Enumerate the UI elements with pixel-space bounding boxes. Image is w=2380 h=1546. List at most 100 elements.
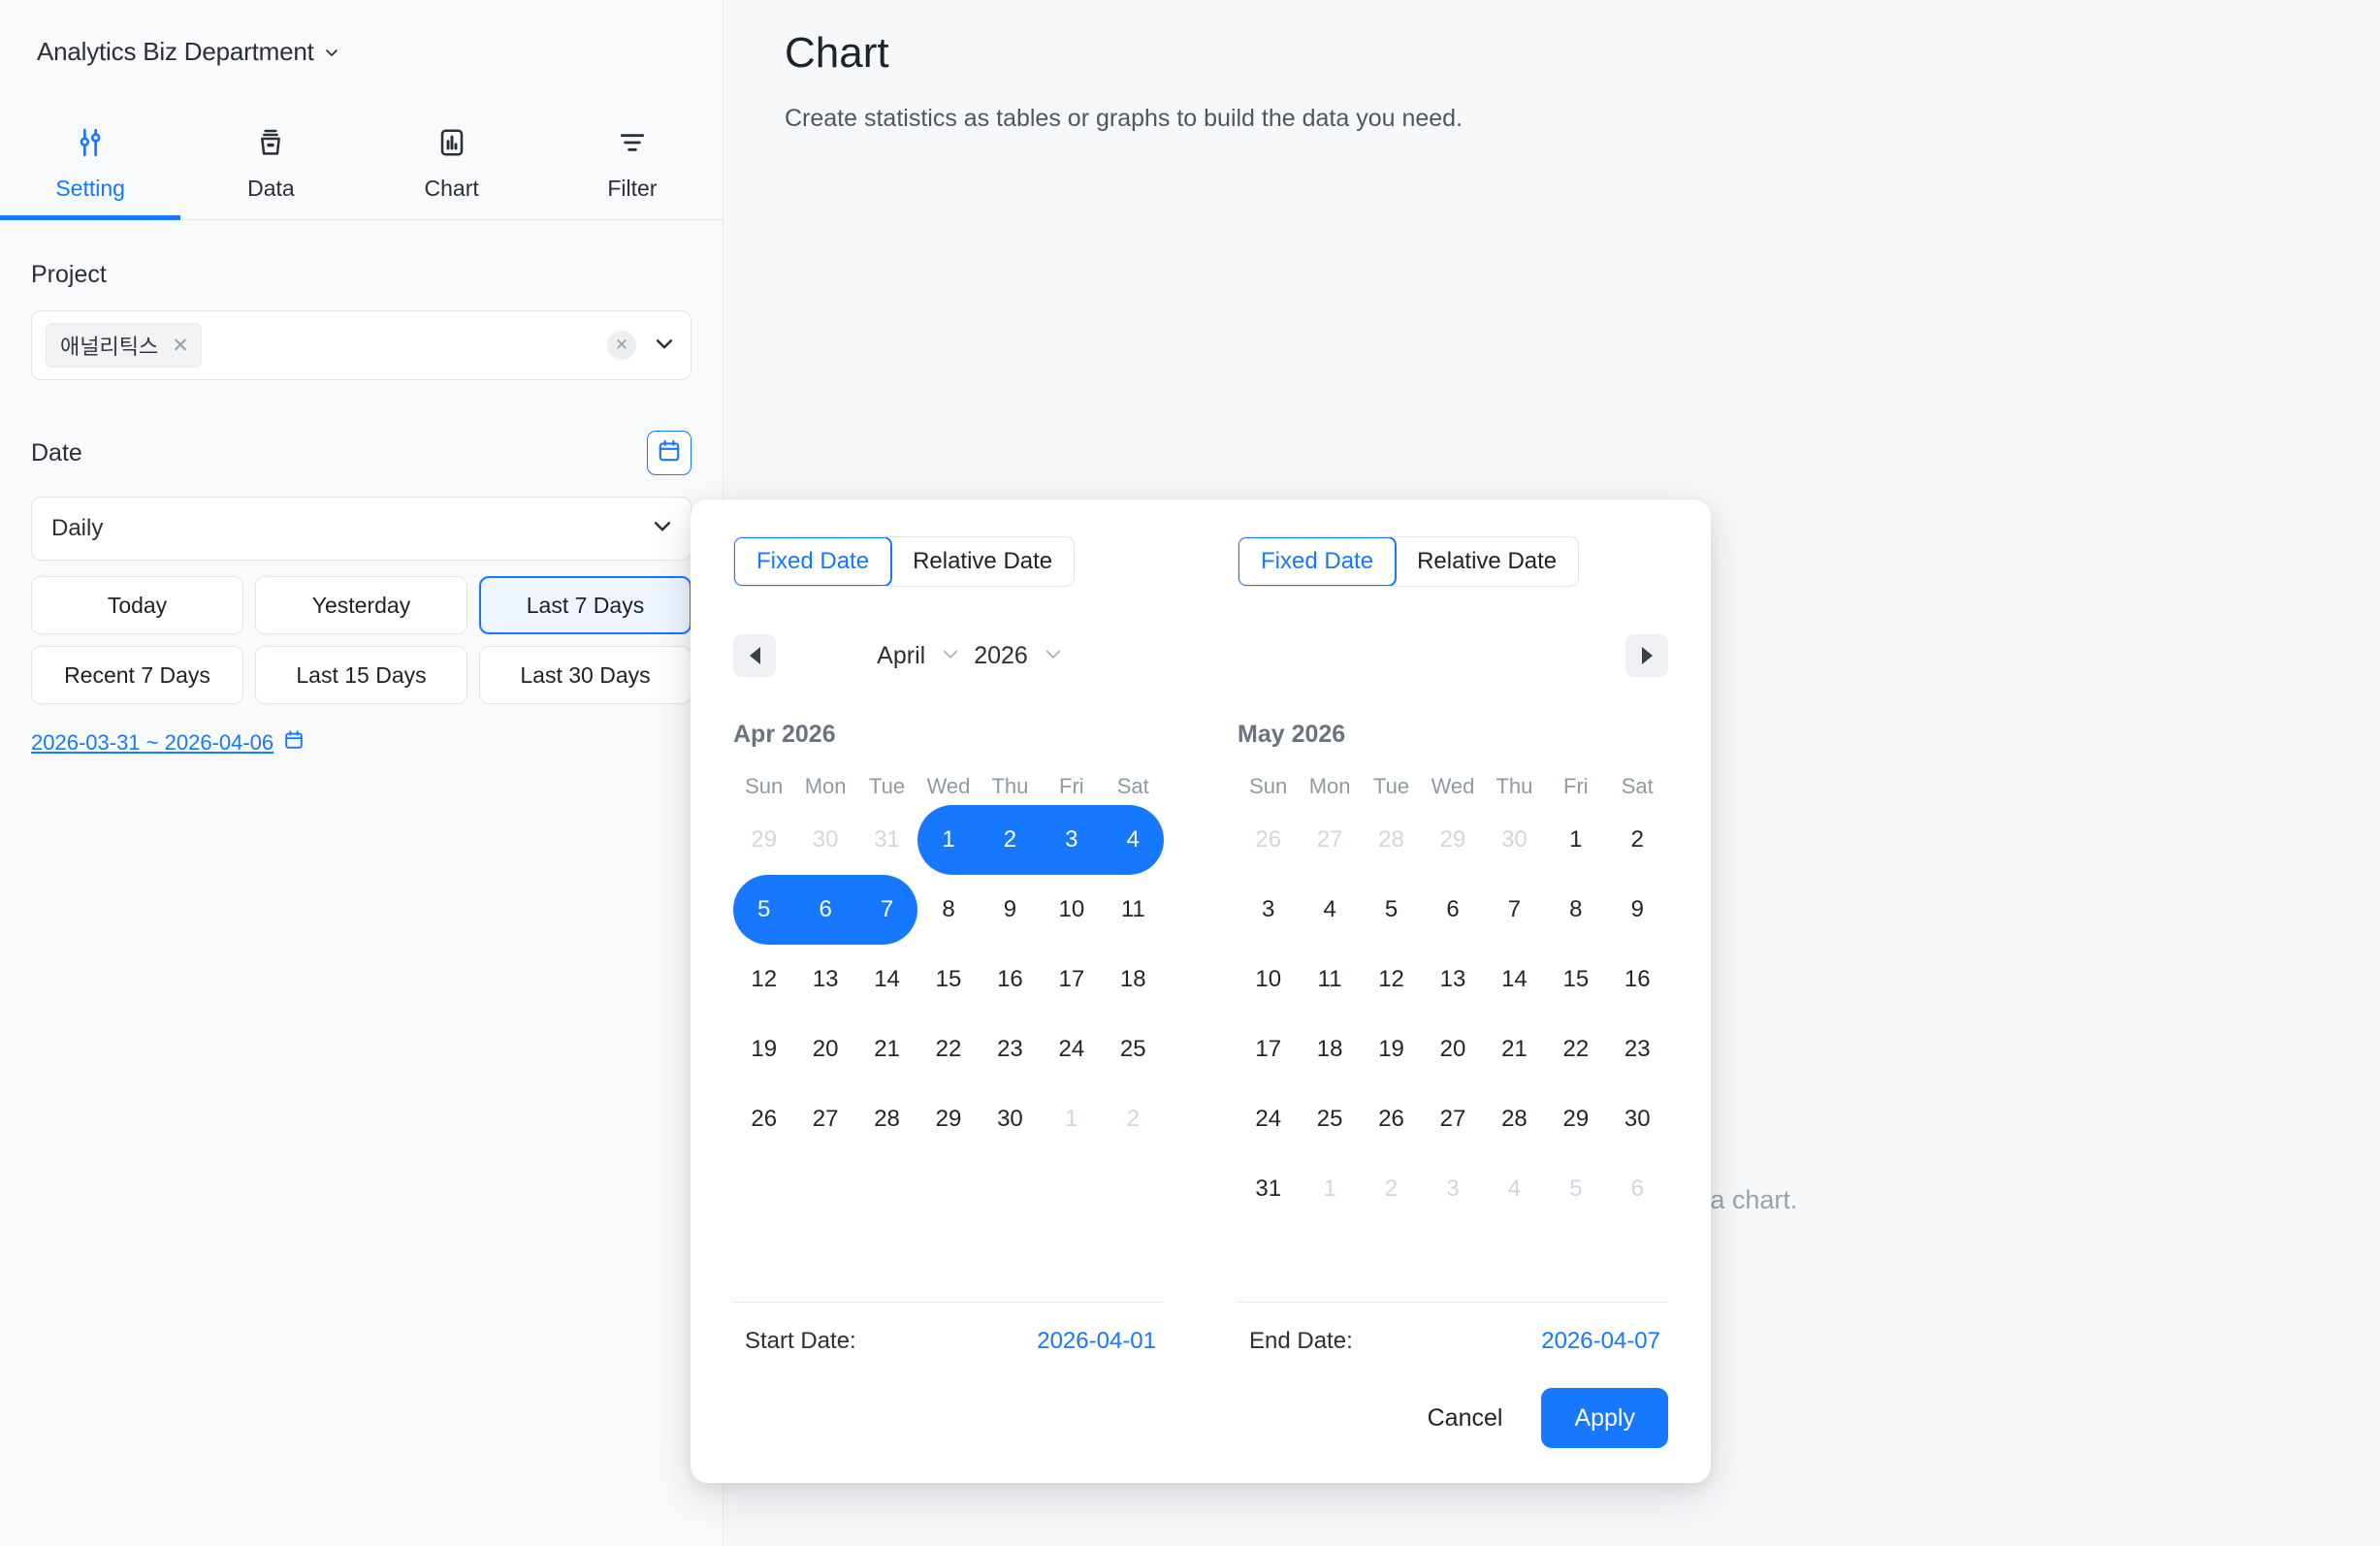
calendar-day[interactable]: 3 — [1446, 1176, 1460, 1202]
calendar-day[interactable]: 26 — [1255, 826, 1282, 853]
calendar-day[interactable]: 6 — [1630, 1176, 1644, 1202]
calendar-day[interactable]: 18 — [1316, 1036, 1343, 1062]
calendar-day[interactable]: 11 — [1120, 896, 1145, 922]
cancel-button[interactable]: Cancel — [1402, 1388, 1528, 1448]
calendar-day[interactable]: 13 — [1439, 966, 1466, 992]
next-month-button[interactable] — [1625, 634, 1668, 677]
calendar-day[interactable]: 1 — [1065, 1106, 1078, 1132]
quick-range-last-7-days[interactable]: Last 7 Days — [479, 576, 691, 634]
calendar-day[interactable]: 7 — [1507, 896, 1522, 922]
calendar-day[interactable]: 31 — [874, 826, 900, 853]
calendar-day[interactable]: 12 — [751, 966, 778, 992]
calendar-day[interactable]: 23 — [1624, 1036, 1651, 1062]
calendar-day[interactable]: 28 — [874, 1106, 900, 1132]
calendar-day[interactable]: 30 — [997, 1106, 1023, 1132]
quick-range-last-15-days[interactable]: Last 15 Days — [255, 646, 467, 704]
org-switcher[interactable]: Analytics Biz Department — [0, 0, 723, 67]
calendar-day[interactable]: 2 — [1384, 1176, 1399, 1202]
calendar-day[interactable]: 8 — [1569, 896, 1583, 922]
calendar-day[interactable]: 10 — [1255, 966, 1282, 992]
calendar-day[interactable]: 16 — [1624, 966, 1651, 992]
calendar-toggle-button[interactable] — [647, 431, 691, 475]
calendar-day[interactable]: 15 — [935, 966, 962, 992]
calendar-day[interactable]: 24 — [1058, 1036, 1085, 1062]
quick-range-yesterday[interactable]: Yesterday — [255, 576, 467, 634]
start-date-value[interactable]: 2026-04-01 — [1037, 1328, 1156, 1354]
calendar-day[interactable]: 20 — [812, 1036, 839, 1062]
calendar-day[interactable]: 28 — [1501, 1106, 1528, 1132]
calendar-day[interactable]: 29 — [1439, 826, 1466, 853]
calendar-day[interactable]: 10 — [1058, 896, 1085, 922]
tab-setting[interactable]: Setting — [0, 110, 181, 220]
granularity-select[interactable]: Daily — [31, 497, 691, 561]
end-fixed-date-tab[interactable]: Fixed Date — [1238, 537, 1398, 586]
calendar-day[interactable]: 29 — [935, 1106, 962, 1132]
calendar-day-selected[interactable]: 3 — [1041, 805, 1103, 875]
calendar-day[interactable]: 29 — [1562, 1106, 1590, 1132]
calendar-day[interactable]: 4 — [1507, 1176, 1522, 1202]
prev-month-button[interactable] — [733, 634, 776, 677]
calendar-day-selected[interactable]: 4 — [1102, 805, 1164, 875]
calendar-day[interactable]: 2 — [1630, 826, 1644, 853]
calendar-day[interactable]: 14 — [1501, 966, 1528, 992]
calendar-day[interactable]: 27 — [812, 1106, 839, 1132]
apply-button[interactable]: Apply — [1541, 1388, 1668, 1448]
calendar-day[interactable]: 16 — [997, 966, 1023, 992]
calendar-day[interactable]: 18 — [1119, 966, 1146, 992]
project-select[interactable]: 애널리틱스 ✕ ✕ — [31, 310, 691, 380]
year-select[interactable]: 2026 — [974, 642, 1063, 670]
start-relative-date-tab[interactable]: Relative Date — [891, 537, 1075, 586]
calendar-day[interactable]: 1 — [1569, 826, 1583, 853]
calendar-day[interactable]: 27 — [1439, 1106, 1466, 1132]
quick-range-recent-7-days[interactable]: Recent 7 Days — [31, 646, 243, 704]
calendar-day[interactable]: 25 — [1316, 1106, 1343, 1132]
calendar-day[interactable]: 27 — [1316, 826, 1343, 853]
tab-data[interactable]: Data — [180, 110, 361, 219]
calendar-day[interactable]: 13 — [812, 966, 839, 992]
calendar-day[interactable]: 17 — [1255, 1036, 1282, 1062]
calendar-day[interactable]: 21 — [1501, 1036, 1528, 1062]
calendar-day[interactable]: 24 — [1255, 1106, 1282, 1132]
calendar-day[interactable]: 8 — [942, 896, 955, 922]
tab-chart[interactable]: Chart — [362, 110, 542, 219]
calendar-day[interactable]: 26 — [1378, 1106, 1404, 1132]
calendar-day-selected[interactable]: 7 — [855, 875, 918, 945]
calendar-day[interactable]: 12 — [1378, 966, 1404, 992]
calendar-day[interactable]: 20 — [1439, 1036, 1466, 1062]
calendar-day[interactable]: 26 — [751, 1106, 778, 1132]
calendar-day[interactable]: 3 — [1262, 896, 1275, 922]
chevron-down-icon[interactable] — [654, 333, 675, 359]
calendar-day[interactable]: 19 — [1378, 1036, 1404, 1062]
calendar-day[interactable]: 1 — [1323, 1176, 1336, 1202]
calendar-day-selected[interactable]: 5 — [733, 875, 795, 945]
calendar-day[interactable]: 21 — [874, 1036, 900, 1062]
close-icon[interactable]: ✕ — [172, 334, 189, 357]
month-select[interactable]: April — [877, 642, 960, 670]
date-range-link[interactable]: 2026-03-31 ~ 2026-04-06 — [31, 729, 305, 757]
calendar-day[interactable]: 17 — [1058, 966, 1085, 992]
calendar-day[interactable]: 30 — [1624, 1106, 1651, 1132]
calendar-day[interactable]: 9 — [1003, 896, 1017, 922]
calendar-day[interactable]: 19 — [751, 1036, 778, 1062]
tab-filter[interactable]: Filter — [542, 110, 723, 219]
calendar-day[interactable]: 15 — [1562, 966, 1590, 992]
clear-circle-icon[interactable]: ✕ — [607, 331, 636, 360]
calendar-day[interactable]: 28 — [1378, 826, 1404, 853]
calendar-day[interactable]: 6 — [1446, 896, 1460, 922]
quick-range-last-30-days[interactable]: Last 30 Days — [479, 646, 691, 704]
calendar-day[interactable]: 4 — [1323, 896, 1336, 922]
project-chip[interactable]: 애널리틱스 ✕ — [46, 323, 202, 368]
calendar-day-selected[interactable]: 2 — [979, 805, 1042, 875]
calendar-day-selected[interactable]: 1 — [917, 805, 980, 875]
calendar-day[interactable]: 25 — [1119, 1036, 1146, 1062]
quick-range-today[interactable]: Today — [31, 576, 243, 634]
calendar-day[interactable]: 5 — [1569, 1176, 1583, 1202]
calendar-day[interactable]: 9 — [1630, 896, 1644, 922]
calendar-day[interactable]: 5 — [1384, 896, 1399, 922]
calendar-day[interactable]: 23 — [997, 1036, 1023, 1062]
calendar-day[interactable]: 11 — [1317, 966, 1342, 992]
calendar-day[interactable]: 22 — [1562, 1036, 1590, 1062]
calendar-day[interactable]: 29 — [751, 826, 778, 853]
start-fixed-date-tab[interactable]: Fixed Date — [734, 537, 893, 586]
calendar-day-selected[interactable]: 6 — [794, 875, 856, 945]
